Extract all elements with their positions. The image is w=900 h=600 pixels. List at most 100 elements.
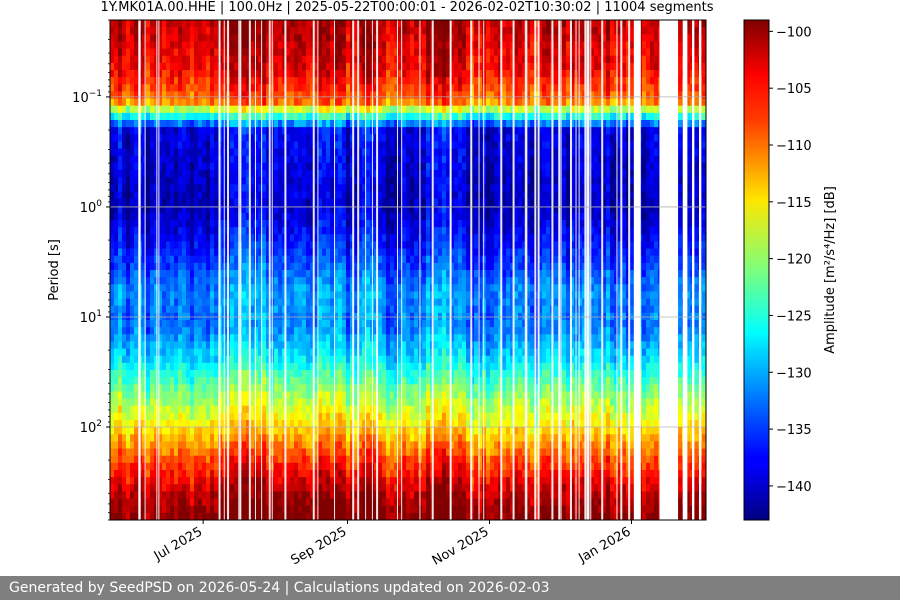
heatmap-cell: [186, 298, 191, 307]
heatmap-cell: [342, 470, 347, 478]
heatmap-cell: [230, 205, 235, 214]
heatmap-cell: [162, 77, 167, 85]
heatmap-cell: [310, 384, 315, 393]
heatmap-cell: [354, 462, 359, 471]
heatmap-cell: [194, 105, 199, 114]
heatmap-cell: [382, 27, 387, 35]
heatmap-cell: [366, 255, 371, 264]
heatmap-cell: [378, 512, 383, 520]
heatmap-cell: [366, 420, 371, 428]
heatmap-cell: [114, 262, 119, 271]
heatmap-cell: [298, 398, 303, 407]
heatmap-cell: [250, 412, 255, 421]
heatmap-cell: [250, 77, 255, 85]
heatmap-cell: [346, 248, 351, 257]
heatmap-cell: [354, 134, 359, 143]
heatmap-cell: [210, 470, 215, 478]
heatmap-cell: [122, 127, 127, 135]
heatmap-cell: [130, 505, 135, 514]
heatmap-cell: [362, 120, 367, 128]
heatmap-cell: [258, 477, 263, 485]
heatmap-cell: [310, 284, 315, 293]
heatmap-cell: [162, 177, 167, 185]
heatmap-cell: [366, 477, 371, 485]
heatmap-cell: [246, 134, 251, 143]
heatmap-cell: [214, 248, 219, 257]
heatmap-cell: [266, 355, 271, 364]
heatmap-cell: [166, 98, 171, 107]
heatmap-column: [326, 20, 331, 520]
heatmap-cell: [326, 234, 331, 243]
heatmap-cell: [258, 462, 263, 471]
heatmap-cell: [298, 205, 303, 214]
heatmap-cell: [118, 298, 123, 307]
heatmap-cell: [266, 455, 271, 464]
heatmap-cell: [358, 270, 363, 278]
heatmap-cell: [342, 170, 347, 178]
heatmap-cell: [322, 320, 327, 328]
heatmap-cell: [130, 477, 135, 485]
heatmap-cell: [130, 377, 135, 385]
heatmap-cell: [158, 512, 163, 520]
heatmap-cell: [250, 391, 255, 400]
heatmap-cell: [182, 484, 187, 493]
heatmap-cell: [254, 155, 259, 164]
heatmap-cell: [326, 320, 331, 328]
heatmap-cell: [174, 55, 179, 64]
heatmap-cell: [142, 62, 147, 71]
heatmap-cell: [154, 177, 159, 185]
heatmap-cell: [234, 291, 239, 300]
heatmap-cell: [186, 455, 191, 464]
heatmap-cell: [154, 420, 159, 428]
heatmap-cell: [162, 91, 167, 100]
heatmap-cell: [146, 448, 151, 457]
heatmap-cell: [274, 391, 279, 400]
heatmap-cell: [122, 55, 127, 64]
heatmap-cell: [130, 212, 135, 221]
heatmap-cell: [214, 127, 219, 135]
heatmap-cell: [314, 134, 319, 143]
heatmap-cell: [190, 234, 195, 243]
heatmap-cell: [158, 470, 163, 478]
heatmap-cell: [170, 434, 175, 443]
heatmap-cell: [134, 270, 139, 278]
heatmap-cell: [382, 134, 387, 143]
heatmap-cell: [114, 41, 119, 50]
heatmap-cell: [362, 177, 367, 185]
heatmap-cell: [174, 270, 179, 278]
heatmap-cell: [346, 298, 351, 307]
heatmap-cell: [362, 348, 367, 357]
heatmap-cell: [150, 477, 155, 485]
heatmap-cell: [346, 84, 351, 93]
heatmap-cell: [338, 155, 343, 164]
heatmap-cell: [258, 170, 263, 178]
heatmap-cell: [362, 105, 367, 114]
heatmap-cell: [314, 20, 319, 28]
heatmap-cell: [282, 427, 287, 435]
heatmap-cell: [150, 434, 155, 443]
heatmap-cell: [310, 234, 315, 243]
heatmap-cell: [266, 62, 271, 71]
heatmap-cell: [342, 184, 347, 193]
heatmap-cell: [150, 505, 155, 514]
heatmap-cell: [266, 127, 271, 135]
heatmap-cell: [258, 191, 263, 200]
heatmap-cell: [274, 91, 279, 100]
heatmap-cell: [282, 441, 287, 450]
heatmap-cell: [198, 55, 203, 64]
heatmap-cell: [118, 498, 123, 507]
heatmap-cell: [174, 512, 179, 520]
heatmap-cell: [118, 198, 123, 207]
heatmap-cell: [114, 220, 119, 228]
heatmap-cell: [382, 298, 387, 307]
heatmap-cell: [186, 248, 191, 257]
heatmap-cell: [282, 270, 287, 278]
heatmap-cell: [162, 120, 167, 128]
heatmap-cell: [294, 334, 299, 343]
heatmap-cell: [334, 334, 339, 343]
heatmap-cell: [146, 484, 151, 493]
heatmap-cell: [254, 305, 259, 314]
heatmap-cell: [130, 127, 135, 135]
heatmap-cell: [178, 255, 183, 264]
heatmap-cell: [274, 341, 279, 350]
